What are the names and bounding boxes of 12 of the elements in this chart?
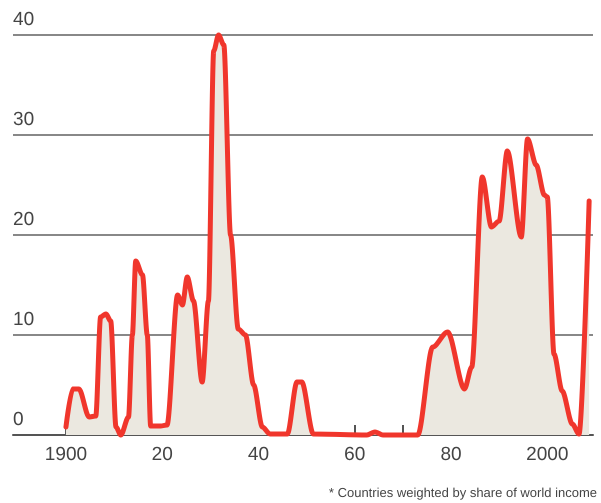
x-tick-label: 40	[248, 444, 270, 465]
text: * Countries weighted by share of world income	[328, 485, 598, 500]
y-tick-label: 10	[13, 309, 34, 330]
x-tick-label: 1900	[44, 444, 88, 465]
y-tick-label: 0	[13, 409, 24, 430]
x-tick-label: 60	[344, 444, 366, 465]
x-tick-label: 80	[440, 444, 462, 465]
y-tick-label: 40	[13, 9, 34, 30]
y-tick-label: 20	[13, 209, 34, 230]
y-tick-label: 30	[13, 109, 34, 130]
x-tick-label: 20	[152, 444, 173, 465]
x-tick-label: 2000	[526, 444, 568, 465]
